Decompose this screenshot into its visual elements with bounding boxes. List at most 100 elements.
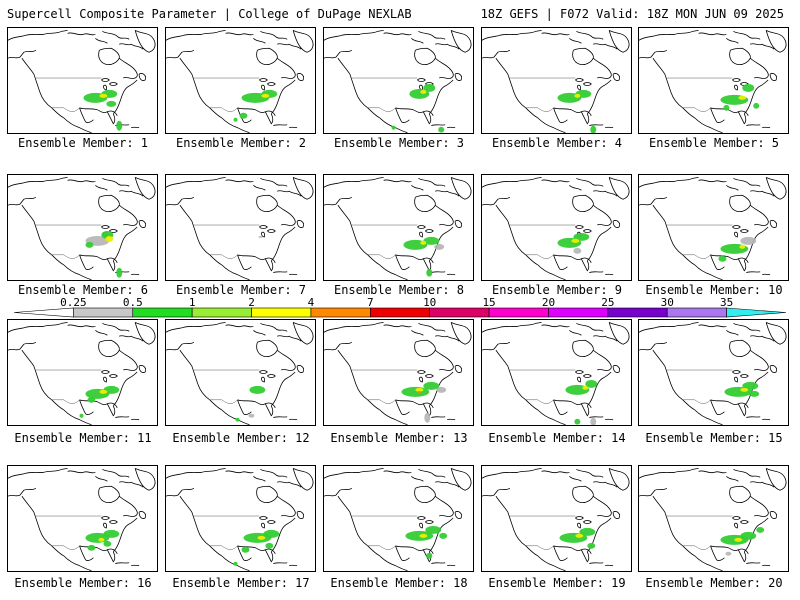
colorbar-label: 35 [720, 296, 733, 309]
scp-contour [749, 390, 760, 397]
coastlines [324, 321, 472, 425]
map-svg [482, 29, 630, 133]
map-panel-member-9 [481, 174, 632, 281]
scp-contour [258, 235, 263, 238]
scp-contour [756, 526, 765, 533]
coastlines [324, 467, 472, 571]
map-svg [8, 467, 156, 571]
map-panel-member-5 [638, 27, 789, 134]
borders [193, 369, 260, 404]
scp-contour [420, 89, 427, 94]
scp-contour [257, 535, 266, 540]
scp-contour [263, 529, 280, 538]
scp-field [718, 236, 757, 262]
map-svg [166, 321, 314, 425]
map-panel-member-19 [481, 465, 632, 572]
scp-contour [438, 126, 445, 133]
scp-contour [740, 236, 757, 245]
scp-field [565, 379, 598, 425]
borders [666, 77, 733, 112]
scp-contour [738, 95, 747, 100]
member-caption: Ensemble Member: 9 [491, 283, 623, 297]
scp-contour [239, 112, 248, 119]
member-caption: Ensemble Member: 17 [172, 576, 310, 590]
scp-contour [106, 100, 117, 107]
colorbar-segment [73, 307, 134, 318]
member-caption: Ensemble Member: 11 [14, 431, 152, 445]
scp-contour [582, 385, 589, 390]
scp-contour [439, 532, 448, 539]
scp-field [557, 232, 590, 254]
map-panel-member-10 [638, 174, 789, 281]
scp-contour [116, 120, 123, 131]
colorbar-segment [132, 307, 193, 318]
coastlines [482, 467, 630, 571]
colorbar-label: 20 [542, 296, 555, 309]
scp-contour [85, 241, 94, 248]
map-svg [639, 29, 787, 133]
coastlines [482, 321, 630, 425]
map-panel-member-11 [7, 319, 158, 426]
borders [193, 224, 260, 259]
scp-contour [573, 232, 590, 241]
scp-contour [116, 267, 123, 278]
borders [351, 515, 418, 550]
map-svg [324, 176, 472, 280]
colorbar-segment [370, 307, 430, 318]
colorbar: 0.25 0.5 1 2 4 7 10 15 20 25 30 35 [13, 296, 787, 318]
scp-contour [415, 387, 424, 392]
scp-contour [98, 537, 105, 542]
scp-contour [417, 390, 422, 393]
borders [666, 369, 733, 404]
borders [351, 224, 418, 259]
scp-contour [420, 240, 427, 245]
borders [351, 77, 418, 112]
scp-field [233, 89, 278, 122]
borders [35, 77, 102, 112]
coastlines [639, 176, 787, 280]
scp-field [258, 235, 263, 238]
member-caption: Ensemble Member: 15 [645, 431, 783, 445]
map-panel-member-17 [165, 465, 316, 572]
map-svg [8, 29, 156, 133]
map-svg [166, 176, 314, 280]
map-panel-member-13 [323, 319, 474, 426]
coastlines [324, 176, 472, 280]
colorbar-segment [488, 307, 549, 318]
member-caption: Ensemble Member: 6 [17, 283, 149, 297]
map-panel-member-16 [7, 465, 158, 572]
map-svg [166, 29, 314, 133]
scp-field [79, 385, 120, 418]
member-caption: Ensemble Member: 2 [175, 136, 307, 150]
scp-contour [590, 125, 597, 133]
member-caption: Ensemble Member: 14 [488, 431, 626, 445]
scp-contour [742, 83, 755, 92]
scp-contour [241, 546, 250, 553]
coastlines [166, 467, 314, 571]
map-panel-member-7 [165, 174, 316, 281]
scp-contour [265, 542, 274, 549]
coastlines [8, 467, 156, 571]
map-panel-member-12 [165, 319, 316, 426]
map-svg [639, 321, 787, 425]
scp-contour [740, 387, 749, 392]
coastlines [8, 321, 156, 425]
member-caption: Ensemble Member: 13 [330, 431, 468, 445]
scp-contour [723, 104, 730, 111]
scp-field [83, 89, 123, 131]
scp-field [233, 529, 280, 566]
coastlines [166, 321, 314, 425]
scp-contour [574, 418, 581, 425]
coastlines [639, 321, 787, 425]
scp-contour [87, 396, 96, 403]
colorbar-segment [607, 307, 668, 318]
borders [509, 77, 576, 112]
scp-contour [87, 544, 96, 551]
borders [509, 369, 576, 404]
scp-field [559, 527, 596, 549]
scp-contour [233, 117, 238, 122]
scp-contour [426, 268, 433, 277]
scp-contour [99, 389, 108, 394]
map-panel-member-4 [481, 27, 632, 134]
